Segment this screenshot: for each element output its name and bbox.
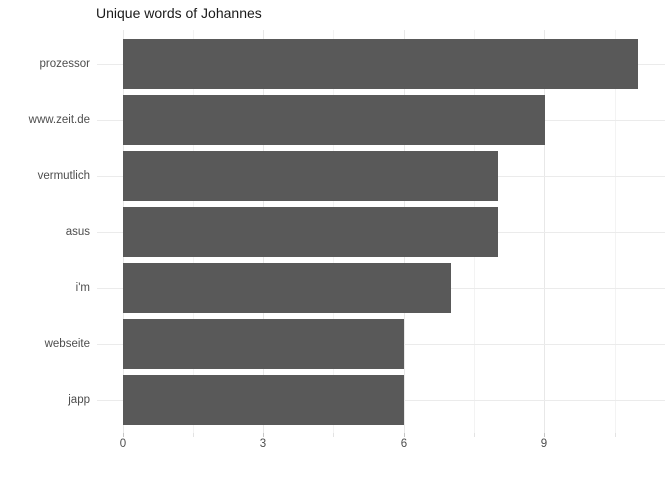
- x-axis-tick-label: 0: [119, 438, 127, 450]
- x-axis-minor-tick: [474, 433, 475, 437]
- x-axis-major-tick: [123, 433, 124, 437]
- y-axis-label-vermutlich: vermutlich: [37, 170, 90, 182]
- bar-prozessor: [122, 39, 638, 89]
- y-axis-label-asus: asus: [65, 226, 90, 238]
- x-axis-minor-tick: [333, 433, 334, 437]
- y-axis-label-www-zeit-de: www.zeit.de: [28, 114, 90, 126]
- bar-vermutlich: [122, 151, 498, 201]
- bar-www-zeit-de: [122, 95, 545, 145]
- x-axis-minor-tick: [615, 433, 616, 437]
- y-axis-label-i-m: i'm: [75, 282, 90, 294]
- plot-panel: [97, 30, 665, 433]
- bar-i-m: [122, 263, 451, 313]
- bar-webseite: [122, 319, 404, 369]
- x-axis-minor-tick: [193, 433, 194, 437]
- x-axis-tick-label: 3: [259, 438, 267, 450]
- bar-japp: [122, 375, 404, 425]
- gridline-major-vertical: [544, 30, 546, 433]
- gridline-minor-vertical: [614, 30, 616, 433]
- x-axis-tick-label: 6: [400, 438, 408, 450]
- bar-asus: [122, 207, 498, 257]
- y-axis-label-japp: japp: [68, 394, 90, 406]
- x-axis-tick-label: 9: [540, 438, 548, 450]
- x-axis-major-tick: [263, 433, 264, 437]
- x-axis-major-tick: [544, 433, 545, 437]
- chart-title: Unique words of Johannes: [96, 5, 262, 21]
- x-axis-major-tick: [404, 433, 405, 437]
- y-axis-label-prozessor: prozessor: [39, 58, 91, 70]
- y-axis-label-webseite: webseite: [44, 338, 90, 350]
